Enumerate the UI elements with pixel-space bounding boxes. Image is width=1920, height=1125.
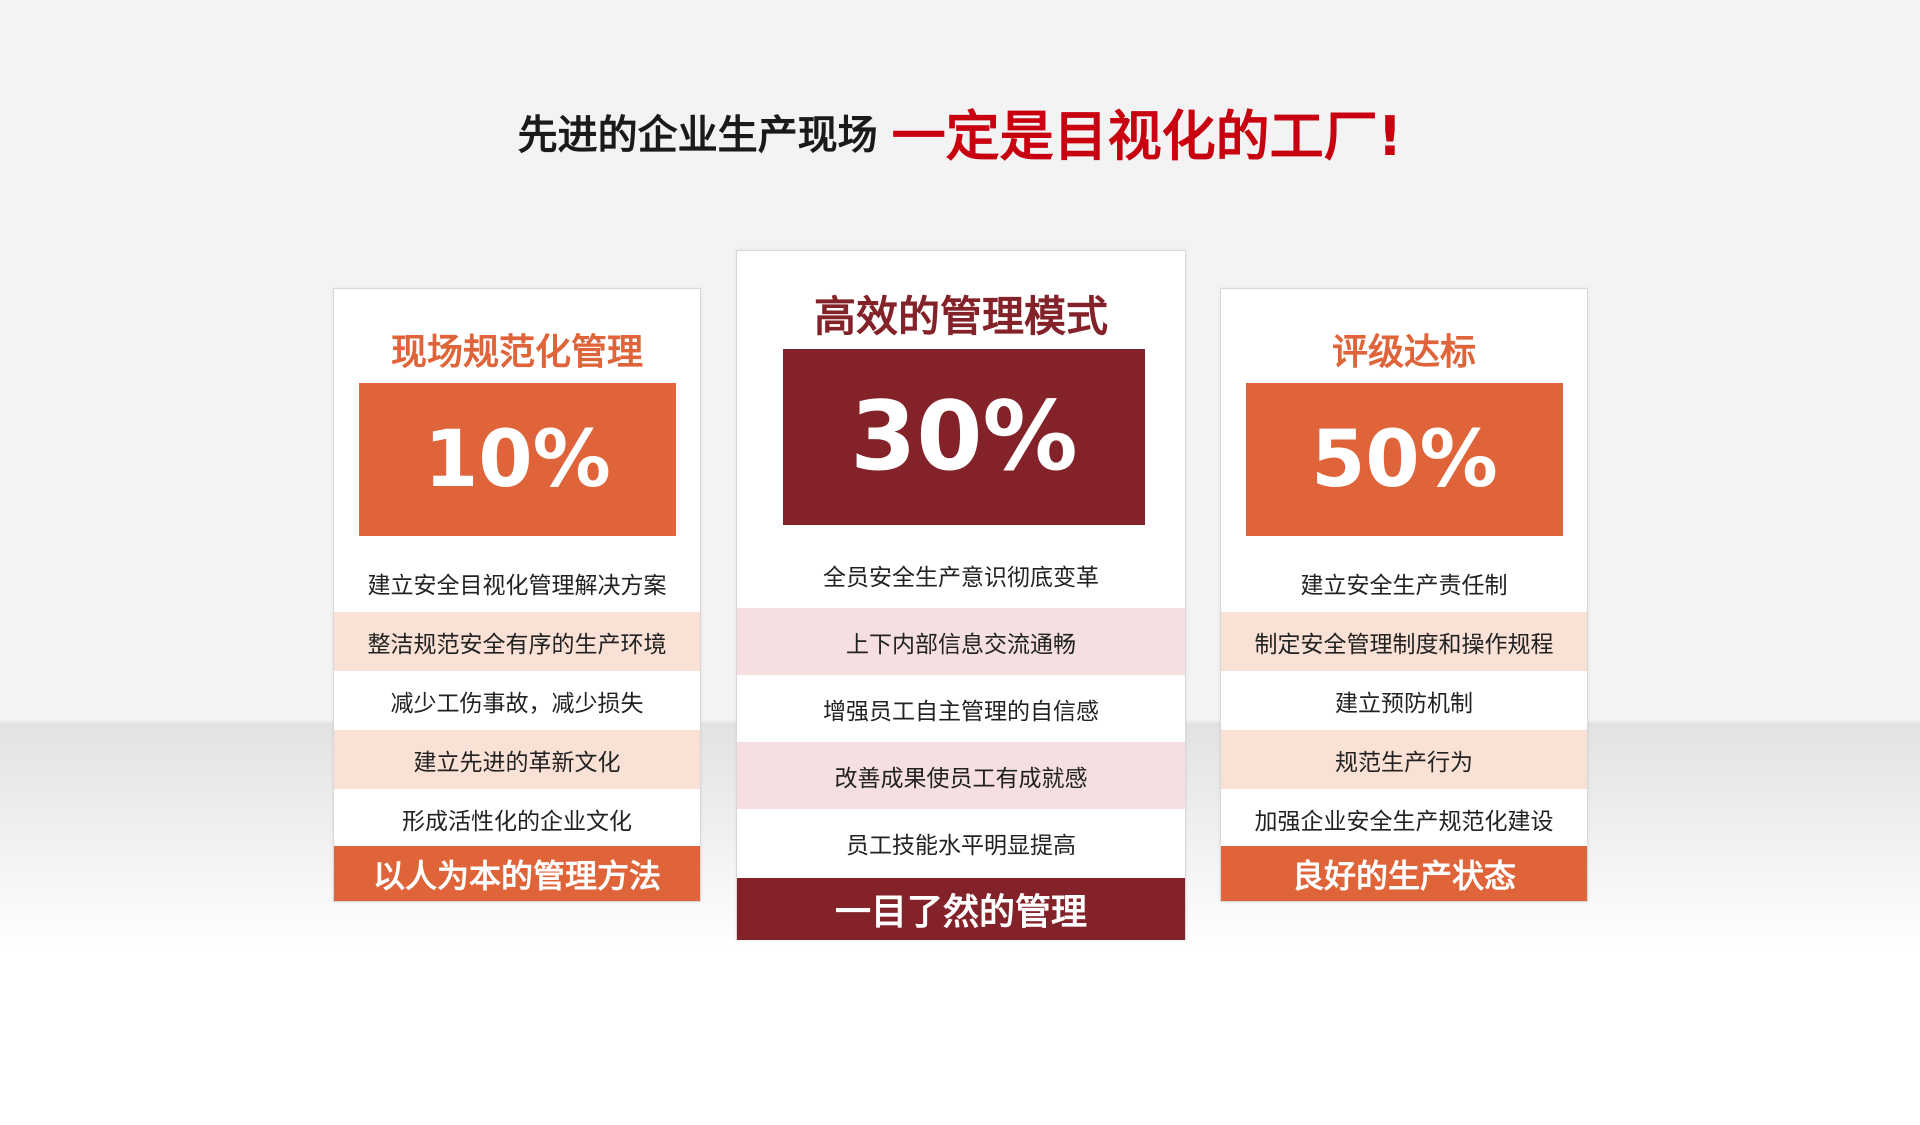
percent-box: 30% bbox=[783, 349, 1145, 525]
card-footer: 以人为本的管理方法 bbox=[334, 846, 700, 901]
percent-box: 50% bbox=[1246, 383, 1563, 536]
card-footer: 一目了然的管理 bbox=[737, 878, 1185, 940]
card-rating-compliance: 评级达标 50% 建立安全生产责任制 制定安全管理制度和操作规程 建立预防机制 … bbox=[1220, 288, 1588, 902]
list-item: 建立先进的革新文化 bbox=[334, 730, 700, 789]
card-efficient-management: 高效的管理模式 30% 全员安全生产意识彻底变革 上下内部信息交流通畅 增强员工… bbox=[736, 250, 1186, 940]
list-item: 建立预防机制 bbox=[1335, 690, 1473, 717]
list-item: 改善成果使员工有成就感 bbox=[737, 742, 1185, 809]
list-item: 规范生产行为 bbox=[1221, 730, 1587, 789]
item-list: 建立安全目视化管理解决方案 整洁规范安全有序的生产环境 减少工伤事故，减少损失 … bbox=[334, 553, 700, 848]
list-item: 上下内部信息交流通畅 bbox=[737, 608, 1185, 675]
card-site-management: 现场规范化管理 10% 建立安全目视化管理解决方案 整洁规范安全有序的生产环境 … bbox=[333, 288, 701, 902]
card-title: 评级达标 bbox=[1331, 332, 1476, 373]
headline: 先进的企业生产现场 一定是目视化的工厂! bbox=[0, 92, 1920, 171]
list-item: 减少工伤事故，减少损失 bbox=[390, 690, 644, 717]
card-title: 高效的管理模式 bbox=[813, 292, 1108, 341]
list-item: 整洁规范安全有序的生产环境 bbox=[334, 612, 700, 671]
card-title: 现场规范化管理 bbox=[390, 332, 643, 373]
list-item: 建立安全目视化管理解决方案 bbox=[367, 572, 667, 599]
list-item: 加强企业安全生产规范化建设 bbox=[1254, 808, 1554, 835]
headline-emphasis: 一定是目视化的工厂! bbox=[891, 105, 1403, 168]
list-item: 全员安全生产意识彻底变革 bbox=[823, 564, 1099, 591]
list-item: 制定安全管理制度和操作规程 bbox=[1221, 612, 1587, 671]
list-item: 形成活性化的企业文化 bbox=[402, 808, 632, 835]
percent-box: 10% bbox=[359, 383, 676, 536]
list-item: 增强员工自主管理的自信感 bbox=[823, 698, 1099, 725]
list-item: 建立安全生产责任制 bbox=[1300, 572, 1508, 599]
list-item: 员工技能水平明显提高 bbox=[846, 832, 1076, 859]
item-list: 建立安全生产责任制 制定安全管理制度和操作规程 建立预防机制 规范生产行为 加强… bbox=[1221, 553, 1587, 848]
headline-lead: 先进的企业生产现场 bbox=[517, 112, 878, 159]
item-list: 全员安全生产意识彻底变革 上下内部信息交流通畅 增强员工自主管理的自信感 改善成… bbox=[737, 541, 1185, 876]
card-footer: 良好的生产状态 bbox=[1221, 846, 1587, 901]
